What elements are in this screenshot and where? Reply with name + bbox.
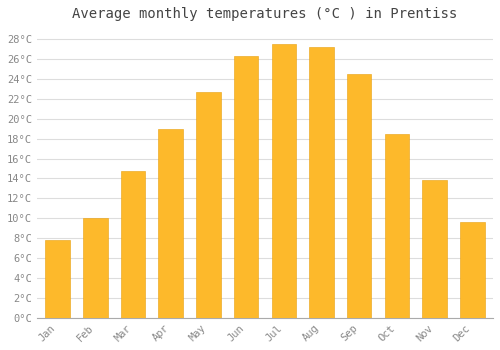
Bar bbox=[83, 218, 108, 318]
Bar bbox=[120, 172, 145, 318]
Title: Average monthly temperatures (°C ) in Prentiss: Average monthly temperatures (°C ) in Pr… bbox=[72, 7, 458, 21]
Bar bbox=[309, 47, 334, 318]
Bar bbox=[460, 222, 484, 318]
Bar bbox=[234, 56, 258, 318]
Bar bbox=[46, 240, 70, 318]
Bar bbox=[196, 92, 220, 318]
Bar bbox=[158, 129, 183, 318]
Bar bbox=[272, 44, 296, 318]
Bar bbox=[422, 181, 447, 318]
Bar bbox=[384, 134, 409, 318]
Bar bbox=[347, 74, 372, 318]
